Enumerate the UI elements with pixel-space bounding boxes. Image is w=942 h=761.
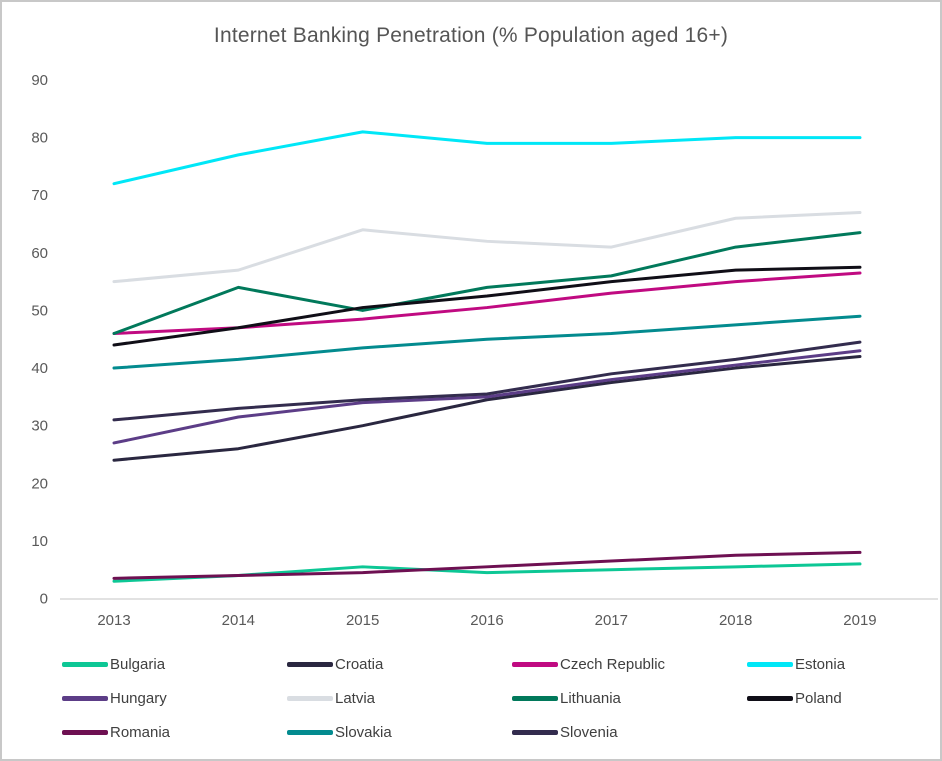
x-axis-tick-label: 2015 (346, 612, 379, 629)
series-line-croatia (112, 355, 862, 462)
series-line-poland (112, 265, 862, 347)
series-line-estonia (112, 130, 862, 186)
series-line-slovenia (112, 340, 862, 422)
y-axis-tick-label: 60 (31, 245, 48, 262)
y-axis-tick-label: 70 (31, 187, 48, 204)
y-axis-tick-label: 40 (31, 360, 48, 377)
y-axis-tick-label: 50 (31, 302, 48, 319)
series-line-latvia (112, 211, 862, 284)
x-axis-tick-label: 2017 (595, 612, 628, 629)
series-line-romania (112, 550, 862, 580)
x-axis-tick-label: 2014 (222, 612, 255, 629)
y-axis-tick-label: 0 (40, 591, 48, 608)
x-axis-tick-label: 2018 (719, 612, 752, 629)
series-line-hungary (112, 349, 862, 445)
y-axis-tick-label: 30 (31, 418, 48, 435)
x-axis-tick-label: 2019 (843, 612, 876, 629)
y-axis-tick-label: 20 (31, 475, 48, 492)
series-line-slovakia (112, 314, 862, 370)
x-axis-tick-label: 2016 (470, 612, 503, 629)
y-axis-tick-label: 80 (31, 130, 48, 147)
x-axis-tick-label: 2013 (97, 612, 130, 629)
y-axis-tick-label: 90 (31, 72, 48, 89)
series-line-lithuania (112, 231, 862, 335)
chart-title: Internet Banking Penetration (% Populati… (213, 24, 729, 47)
y-axis-tick-label: 10 (31, 533, 48, 550)
